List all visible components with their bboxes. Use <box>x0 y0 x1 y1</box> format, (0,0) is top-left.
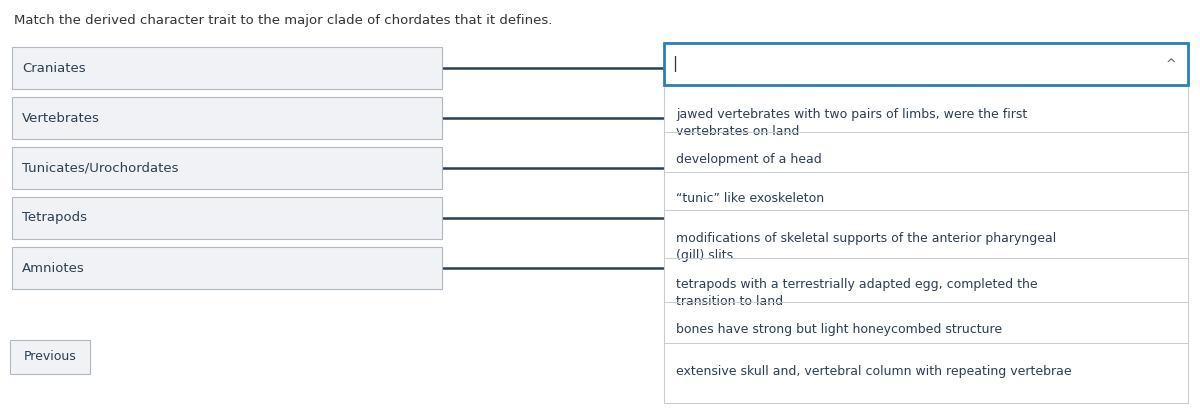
Text: “tunic” like exoskeleton: “tunic” like exoskeleton <box>676 192 824 205</box>
Text: extensive skull and, vertebral column with repeating vertebrae: extensive skull and, vertebral column wi… <box>676 365 1072 378</box>
Text: ^: ^ <box>1165 58 1176 71</box>
FancyBboxPatch shape <box>12 197 442 239</box>
FancyBboxPatch shape <box>12 47 442 89</box>
Text: jawed vertebrates with two pairs of limbs, were the first
vertebrates on land: jawed vertebrates with two pairs of limb… <box>676 108 1027 138</box>
Text: Match the derived character trait to the major clade of chordates that it define: Match the derived character trait to the… <box>14 14 552 27</box>
FancyBboxPatch shape <box>12 147 442 189</box>
FancyBboxPatch shape <box>664 43 1188 85</box>
Text: Previous: Previous <box>24 350 77 364</box>
Text: development of a head: development of a head <box>676 153 822 166</box>
FancyBboxPatch shape <box>12 247 442 289</box>
Text: Tunicates/Urochordates: Tunicates/Urochordates <box>22 162 179 175</box>
FancyBboxPatch shape <box>664 85 1188 403</box>
FancyBboxPatch shape <box>12 97 442 139</box>
Text: tetrapods with a terrestrially adapted egg, completed the
transition to land: tetrapods with a terrestrially adapted e… <box>676 278 1038 308</box>
Text: Amniotes: Amniotes <box>22 262 85 275</box>
Text: bones have strong but light honeycombed structure: bones have strong but light honeycombed … <box>676 323 1002 336</box>
Text: |: | <box>672 56 677 72</box>
Text: Vertebrates: Vertebrates <box>22 111 100 124</box>
Text: modifications of skeletal supports of the anterior pharyngeal
(gill) slits: modifications of skeletal supports of th… <box>676 232 1056 262</box>
Text: Tetrapods: Tetrapods <box>22 211 88 224</box>
Text: Craniates: Craniates <box>22 62 85 75</box>
FancyBboxPatch shape <box>10 340 90 374</box>
